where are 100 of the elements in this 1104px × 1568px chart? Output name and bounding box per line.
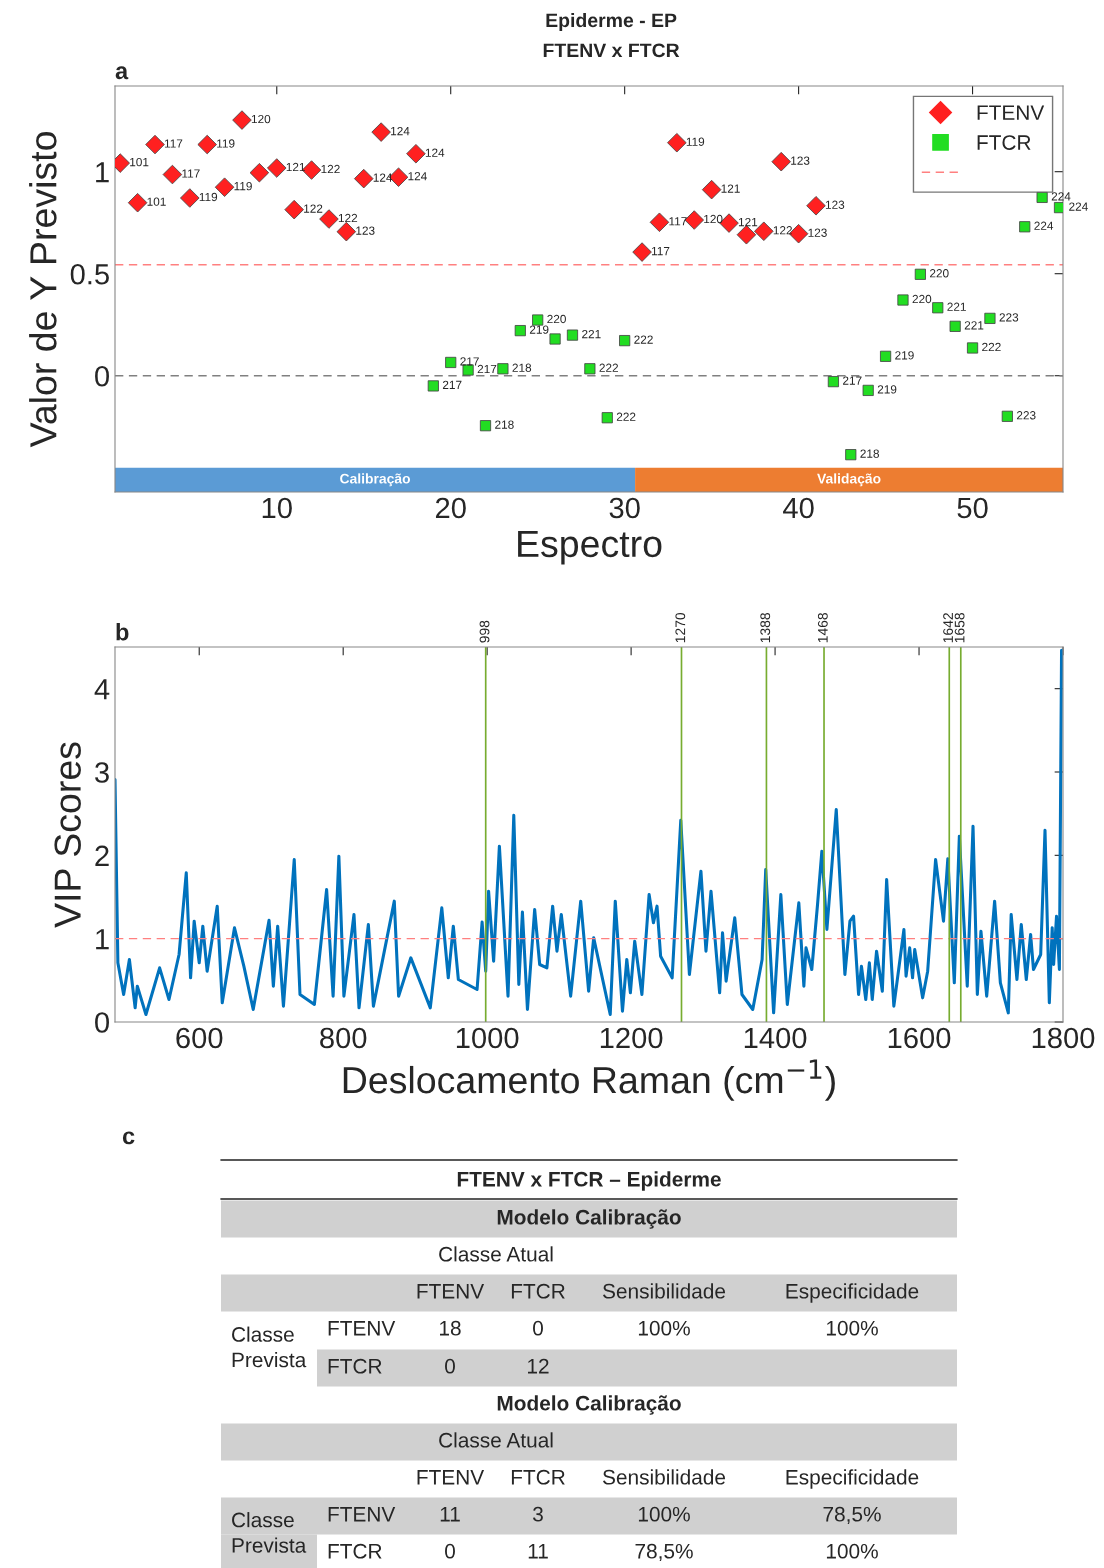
text: 100% [826, 1320, 878, 1336]
annotation: 222 [599, 363, 618, 372]
x-tick-label: 1800 [1032, 1027, 1095, 1049]
x-tick-label: 40 [783, 497, 814, 519]
x-tick-label: 600 [176, 1027, 223, 1049]
x-tick-label: 10 [262, 497, 292, 519]
text: FTENV [328, 1507, 396, 1522]
annotation: 122 [338, 213, 358, 223]
annotation: 121 [738, 217, 758, 227]
annotation: 222 [634, 335, 653, 344]
y-tick-label: 0 [95, 1012, 109, 1033]
annotation: 119 [199, 192, 218, 202]
annotation: 220 [547, 314, 566, 324]
annotation: 217 [442, 380, 462, 389]
annotation: 217 [477, 364, 497, 374]
text: FTENV x FTCR – Epiderme [457, 1171, 721, 1191]
y-tick-label: 3 [95, 762, 109, 783]
annotation: 221 [582, 329, 601, 339]
text: FTCR [328, 1358, 382, 1374]
text: FTCR [328, 1543, 382, 1559]
annotation: 123 [808, 228, 827, 237]
text: 100% [638, 1506, 690, 1522]
y-tick-label: 0.5 [70, 263, 109, 285]
annotation: 117 [651, 247, 670, 256]
annotation: 124 [408, 172, 427, 181]
y-axis-title: VIP Scores [54, 742, 81, 928]
y-tick-label: 0 [95, 365, 109, 387]
text: FTENV [328, 1321, 396, 1336]
text: 11 [528, 1544, 548, 1559]
text: 78,5% [635, 1543, 693, 1562]
x-axis-title: Deslocamento Raman (cm$^{−1}$) [343, 1059, 835, 1101]
annotation: 220 [929, 269, 949, 278]
annotation: 119 [234, 182, 252, 191]
annotation: 224 [1069, 202, 1088, 211]
legend-label: FTENV [977, 105, 1045, 120]
annotation: 123 [825, 200, 845, 209]
text: Sensibilidade [602, 1283, 726, 1299]
chart-title: Epiderme - EP [546, 12, 677, 32]
text: 78,5% [823, 1506, 881, 1525]
annotation: 223 [1016, 411, 1036, 420]
annotation: 117 [164, 139, 183, 148]
y-tick-label: 1 [96, 929, 109, 950]
text: 100% [826, 1543, 878, 1559]
text: FTENV [417, 1284, 485, 1299]
text: a [115, 66, 129, 80]
x-tick-label: 1600 [888, 1027, 951, 1049]
ref-line-label: 1642 [943, 613, 953, 643]
x-tick-label: 1000 [456, 1027, 519, 1049]
text: b [116, 623, 129, 641]
annotation: 122 [773, 226, 792, 235]
annotation: 101 [147, 197, 166, 206]
legend-label: FTCR [977, 135, 1031, 150]
text: 3 [533, 1506, 543, 1522]
annotation: 124 [425, 148, 445, 157]
annotation: 120 [704, 214, 723, 224]
annotation: 218 [860, 449, 879, 458]
annotation: 124 [391, 126, 410, 136]
x-tick-label: 20 [435, 497, 466, 519]
y-tick-label: 1 [96, 162, 109, 183]
annotation: 117 [669, 217, 687, 226]
annotation: 223 [999, 313, 1019, 322]
chart-subtitle: FTENV x FTCR [543, 43, 680, 58]
text: Classe Atual [439, 1432, 553, 1448]
text: 0 [533, 1320, 543, 1336]
annotation: 119 [686, 137, 705, 146]
band-label: Calibração [340, 473, 411, 487]
annotation: 218 [495, 420, 514, 429]
text: Modelo Calibração [497, 1209, 681, 1229]
text: 0 [445, 1543, 455, 1559]
text: Modelo Calibração [497, 1395, 681, 1415]
text: FTENV [417, 1470, 485, 1485]
annotation: 120 [251, 114, 271, 124]
annotation: 123 [791, 156, 810, 165]
text: Classe Prevista [232, 1512, 307, 1553]
text: 11 [440, 1507, 460, 1522]
x-axis-title: Espectro [518, 530, 662, 565]
text: c [122, 1131, 135, 1145]
annotation: 221 [947, 302, 966, 311]
annotation: 217 [460, 357, 479, 366]
text: Classe Prevista [232, 1326, 307, 1368]
annotation: 222 [982, 342, 1001, 352]
annotation: 220 [912, 294, 932, 304]
y-axis-title: Valor de Y Previsto [29, 132, 57, 448]
text: 18 [440, 1320, 461, 1336]
y-tick-label: 4 [94, 679, 110, 700]
annotation: 224 [1034, 221, 1054, 230]
x-tick-label: 30 [609, 497, 640, 519]
text: Especificidade [786, 1469, 919, 1489]
annotation: 123 [356, 226, 375, 235]
text: 100% [638, 1320, 690, 1336]
annotation: 219 [895, 351, 914, 360]
text: FTCR [511, 1469, 565, 1485]
annotation: 218 [512, 363, 532, 372]
annotation: 217 [843, 376, 862, 385]
x-tick-label: 1200 [600, 1027, 663, 1049]
annotation: 101 [130, 157, 149, 167]
band-label: Validação [817, 473, 881, 487]
ref-line-label: 998 [479, 620, 490, 643]
text: FTCR [511, 1283, 565, 1299]
text: Sensibilidade [602, 1469, 726, 1485]
